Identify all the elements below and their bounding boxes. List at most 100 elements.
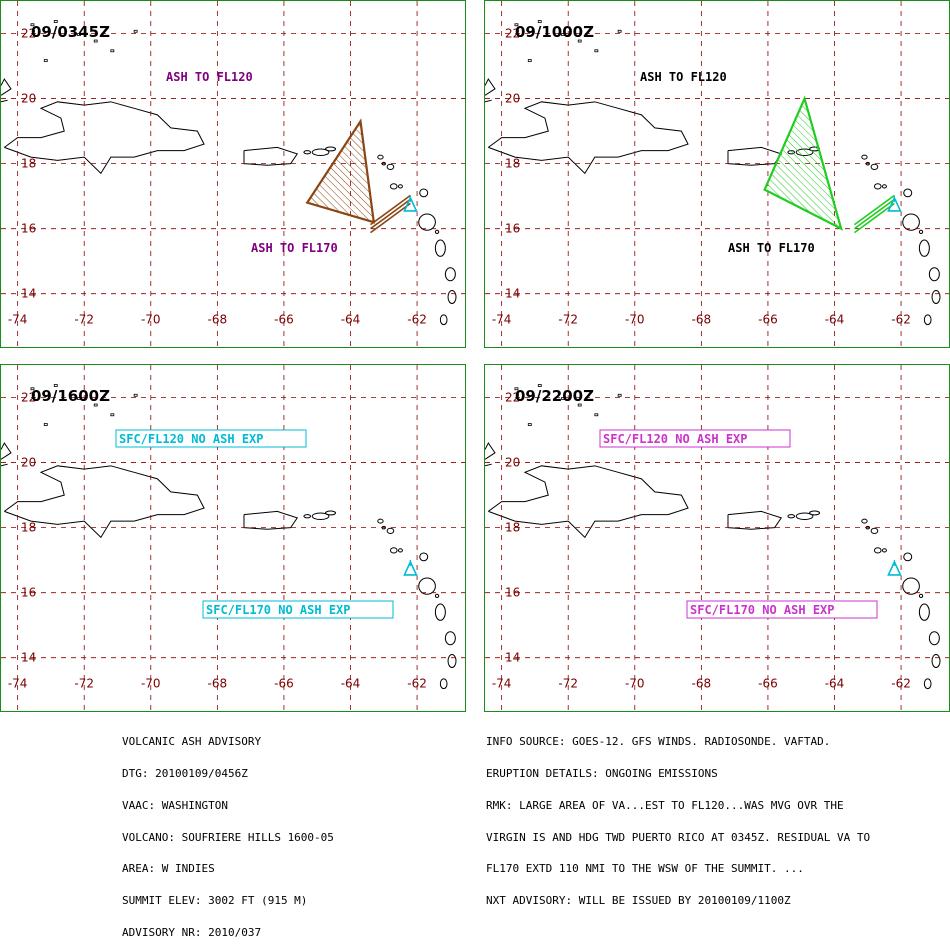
advisory-line: ERUPTION DETAILS: ONGOING EMISSIONS — [486, 766, 718, 780]
advisory-line: VAAC: WASHINGTON — [122, 798, 228, 812]
island — [918, 593, 924, 599]
lon-tick-label: -62 — [407, 677, 427, 691]
islet — [577, 403, 582, 407]
lat-tick-label: 22 — [505, 391, 520, 405]
island — [303, 514, 312, 519]
lon-tick-label: -64 — [825, 313, 845, 327]
island — [809, 510, 821, 516]
island — [303, 150, 312, 155]
advisory-left-text: VOLCANIC ASH ADVISORY DTG: 20100109/0456… — [122, 716, 334, 949]
label-box — [115, 429, 307, 448]
island — [873, 183, 882, 190]
lat-tick-label: 22 — [21, 27, 36, 41]
islet — [110, 49, 115, 53]
islet — [110, 413, 115, 417]
map-panel-4: -74-72-70-68-66-64-62-60222018161409/220… — [484, 364, 950, 712]
coastline — [1, 78, 12, 96]
map-panel-3: -74-72-70-68-66-64-62-60222018161409/160… — [0, 364, 466, 712]
island — [311, 148, 330, 156]
lat-tick-label: 14 — [505, 651, 520, 665]
volcano-triangle-icon — [403, 195, 418, 212]
lat-tick-label: 14 — [505, 287, 520, 301]
island — [439, 678, 448, 690]
islet — [527, 59, 532, 62]
coastline — [485, 442, 496, 460]
lon-tick-label: -68 — [208, 677, 228, 691]
label-box — [599, 429, 791, 448]
lon-tick-label: -68 — [208, 313, 228, 327]
coastline — [243, 510, 299, 530]
lat-tick-label: 16 — [21, 222, 36, 236]
ash-band-line — [369, 202, 411, 234]
coastline — [4, 465, 205, 539]
volcano-triangle-icon — [403, 559, 418, 576]
lon-tick-label: -72 — [74, 313, 94, 327]
coastline — [488, 465, 689, 539]
islet — [537, 384, 542, 387]
island — [861, 154, 868, 160]
island — [787, 514, 796, 519]
advisory-line: VIRGIN IS AND HDG TWD PUERTO RICO AT 034… — [486, 830, 871, 844]
advisory-line: VOLCANO: SOUFRIERE HILLS 1600-05 — [122, 830, 334, 844]
label-box — [202, 600, 394, 619]
islet — [537, 20, 542, 23]
lon-tick-label: -62 — [891, 677, 911, 691]
island — [447, 653, 457, 668]
lat-tick-label: 16 — [21, 586, 36, 600]
advisory-line: FL170 EXTD 110 NMI TO THE WSW OF THE SUM… — [486, 862, 804, 876]
ash-band-line — [369, 198, 411, 230]
lat-tick-label: 20 — [21, 92, 36, 106]
valid-time-label: 09/1000Z — [515, 23, 594, 41]
lon-tick-label: -64 — [341, 677, 361, 691]
valid-time-label: 09/0345Z — [31, 23, 110, 41]
map-svg-2: -74-72-70-68-66-64-62-60222018161409/100… — [485, 1, 949, 347]
island — [311, 512, 330, 520]
ash-band-group — [853, 194, 895, 234]
ash-layer-label: ASH TO FL170 — [728, 241, 815, 255]
lon-tick-label: -70 — [141, 313, 161, 327]
island — [931, 653, 941, 668]
island — [903, 188, 913, 198]
ash-layer-label: ASH TO FL170 — [251, 241, 338, 255]
islet — [561, 397, 565, 400]
lat-tick-label: 18 — [21, 157, 36, 171]
grid-group — [485, 1, 949, 347]
island — [439, 314, 448, 326]
lon-tick-label: -64 — [341, 313, 361, 327]
island — [928, 631, 940, 646]
islet — [43, 423, 48, 426]
lat-tick-label: 18 — [21, 521, 36, 535]
islet — [133, 29, 138, 33]
islet — [594, 413, 599, 417]
island — [386, 163, 395, 170]
advisory-line: DTG: 20100109/0456Z — [122, 766, 248, 780]
lat-tick-label: 14 — [21, 651, 36, 665]
island — [386, 527, 395, 534]
ash-layer-label: SFC/FL120 NO ASH EXP — [603, 432, 748, 446]
island — [918, 229, 924, 235]
lon-tick-label: -72 — [74, 677, 94, 691]
coastline — [243, 146, 299, 166]
islet — [617, 393, 622, 397]
coastline — [4, 101, 205, 175]
grid-group — [1, 1, 465, 347]
lon-tick-label: -70 — [625, 677, 645, 691]
island — [795, 512, 814, 520]
coastline — [488, 101, 689, 175]
lat-tick-label: 18 — [505, 521, 520, 535]
islet — [77, 33, 81, 36]
islet — [93, 39, 98, 43]
advisory-right-text: INFO SOURCE: GOES-12. GFS WINDS. RADIOSO… — [486, 716, 870, 917]
island — [419, 552, 429, 562]
island — [903, 552, 913, 562]
islet — [617, 29, 622, 33]
lon-tick-label: -62 — [891, 313, 911, 327]
island — [870, 163, 879, 170]
islet — [43, 59, 48, 62]
ash-layer-label: ASH TO FL120 — [640, 70, 727, 84]
ash-area-polygon — [305, 118, 376, 224]
ash-layer-label: ASH TO FL120 — [166, 70, 253, 84]
lon-tick-label: -66 — [758, 313, 778, 327]
island — [870, 527, 879, 534]
islet — [594, 49, 599, 53]
